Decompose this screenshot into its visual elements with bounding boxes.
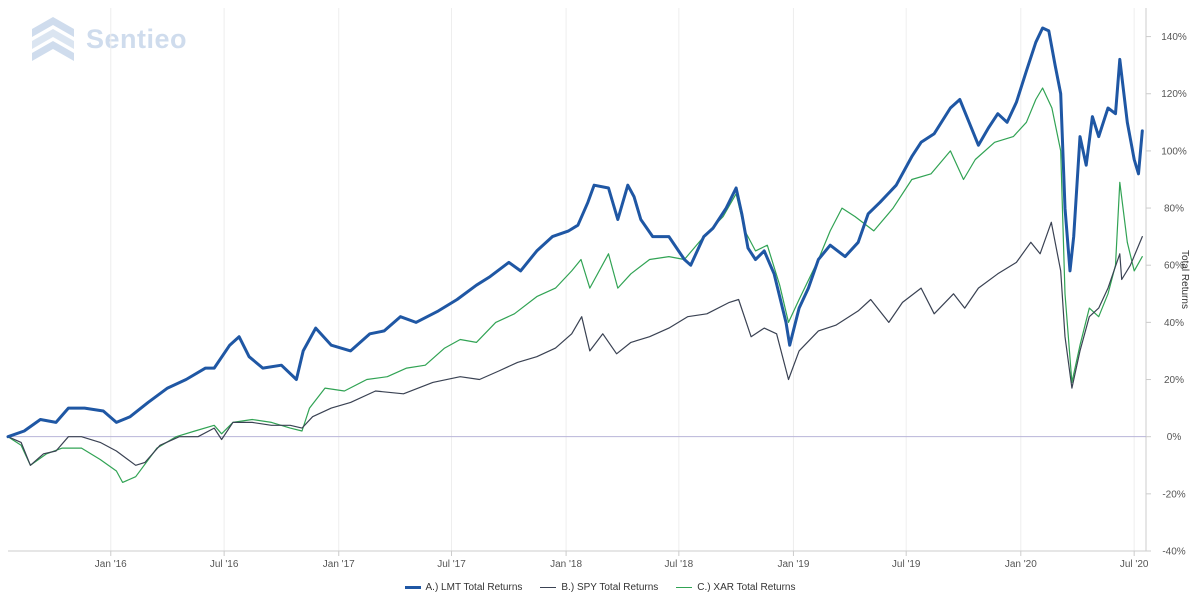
legend-swatch-spy <box>540 586 557 589</box>
chart-legend: A.) LMT Total Returns B.) SPY Total Retur… <box>0 582 1200 593</box>
legend-item-spy[interactable]: B.) SPY Total Returns <box>540 582 658 593</box>
y-tick-label: 120% <box>1161 89 1187 100</box>
legend-swatch-xar <box>676 586 693 589</box>
line-chart: Jan '16 Jul '16 Jan '17 Jul '17 Jan '18 Jul '… <box>6 8 1190 570</box>
sentieo-logo: Sentieo <box>30 15 187 63</box>
x-tick-label: Jul '18 <box>665 559 694 570</box>
series-line-xar <box>7 87 1143 483</box>
x-tick-label: Jan '20 <box>1005 559 1037 570</box>
legend-label-spy: B.) SPY Total Returns <box>561 582 659 593</box>
x-tick-label: Jul '17 <box>437 559 466 570</box>
legend-label-xar: C.) XAR Total Returns <box>697 582 796 593</box>
y-tick-label: 0% <box>1167 432 1182 443</box>
y-axis-title: Total Returns <box>1179 250 1190 309</box>
y-tick-label: 140% <box>1161 32 1187 43</box>
legend-label-lmt: A.) LMT Total Returns <box>425 582 523 593</box>
y-tick-label: 40% <box>1164 318 1184 329</box>
legend-item-lmt[interactable]: A.) LMT Total Returns <box>404 582 523 593</box>
y-tick-label: 80% <box>1164 204 1184 215</box>
x-tick-label: Jul '19 <box>892 559 921 570</box>
y-tick-label: 20% <box>1164 375 1184 386</box>
x-tick-label: Jan '16 <box>95 559 127 570</box>
series-line-lmt <box>6 26 1144 439</box>
y-tick-label: 100% <box>1161 146 1187 157</box>
x-tick-label: Jul '16 <box>210 559 239 570</box>
y-tick-label: -20% <box>1162 489 1185 500</box>
legend-item-xar[interactable]: C.) XAR Total Returns <box>676 582 795 593</box>
logo-text: Sentieo <box>86 23 188 54</box>
x-tick-label: Jul '20 <box>1120 559 1149 570</box>
sentieo-logo-icon <box>32 17 74 61</box>
y-tick-label: -40% <box>1162 547 1185 558</box>
series-line-spy <box>7 221 1143 466</box>
x-tick-label: Jan '18 <box>550 559 582 570</box>
legend-swatch-lmt <box>404 586 421 589</box>
y-tick-label: 60% <box>1164 261 1184 272</box>
x-tick-label: Jan '17 <box>323 559 355 570</box>
x-tick-label: Jan '19 <box>777 559 809 570</box>
